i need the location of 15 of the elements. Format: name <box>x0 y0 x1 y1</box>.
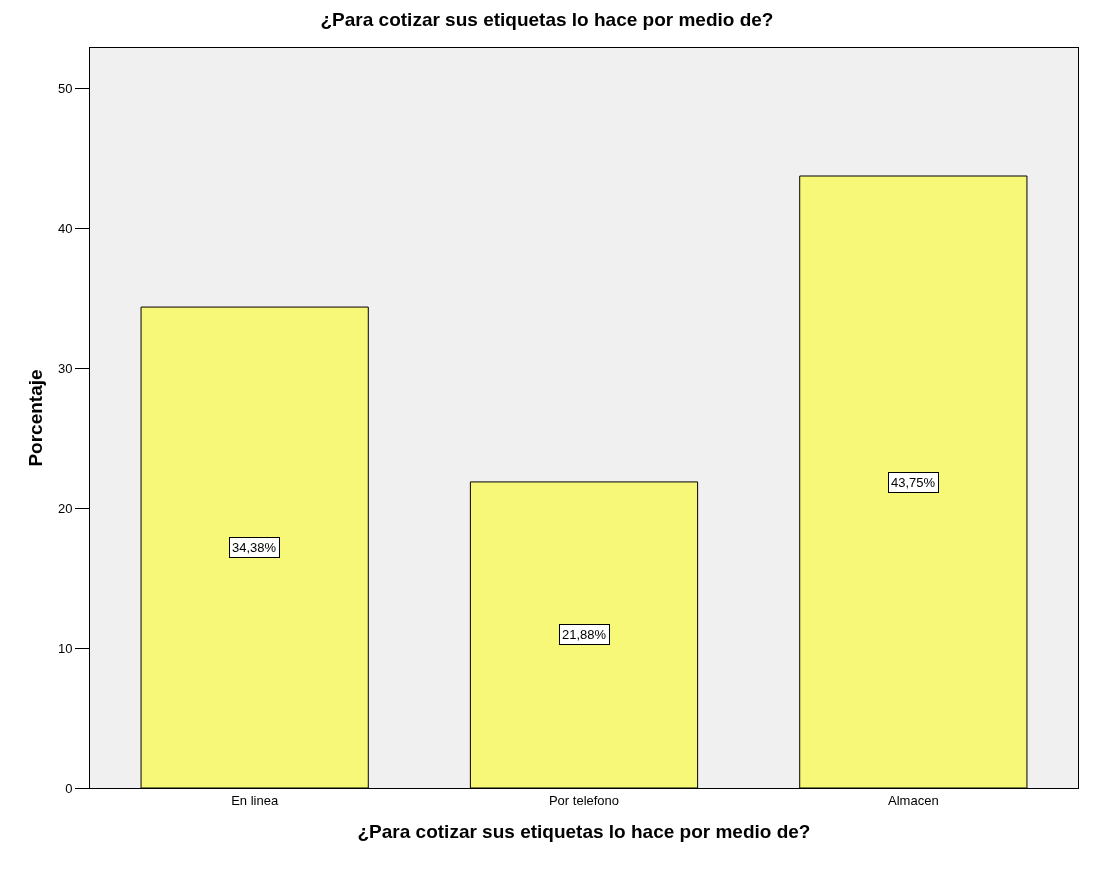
data-label: 21,88% <box>562 627 607 642</box>
data-label: 34,38% <box>232 540 277 555</box>
y-tick-label: 30 <box>57 360 73 376</box>
data-label: 43,75% <box>891 475 936 490</box>
y-tick-label: 50 <box>57 81 73 97</box>
x-tick-label: Almacen <box>888 792 939 808</box>
y-axis-title: Porcentaje <box>24 369 46 467</box>
y-tick-label: 10 <box>57 640 73 656</box>
y-tick-label: 20 <box>57 500 73 516</box>
y-tick-label: 0 <box>65 780 73 796</box>
x-tick-label: En linea <box>231 792 279 808</box>
chart-title: ¿Para cotizar sus etiquetas lo hace por medio de? <box>320 9 774 31</box>
x-axis-title: ¿Para cotizar sus etiquetas lo hace por medio de? <box>357 821 811 843</box>
x-tick-label: Por telefono <box>548 792 620 808</box>
y-tick-label: 40 <box>57 221 73 236</box>
